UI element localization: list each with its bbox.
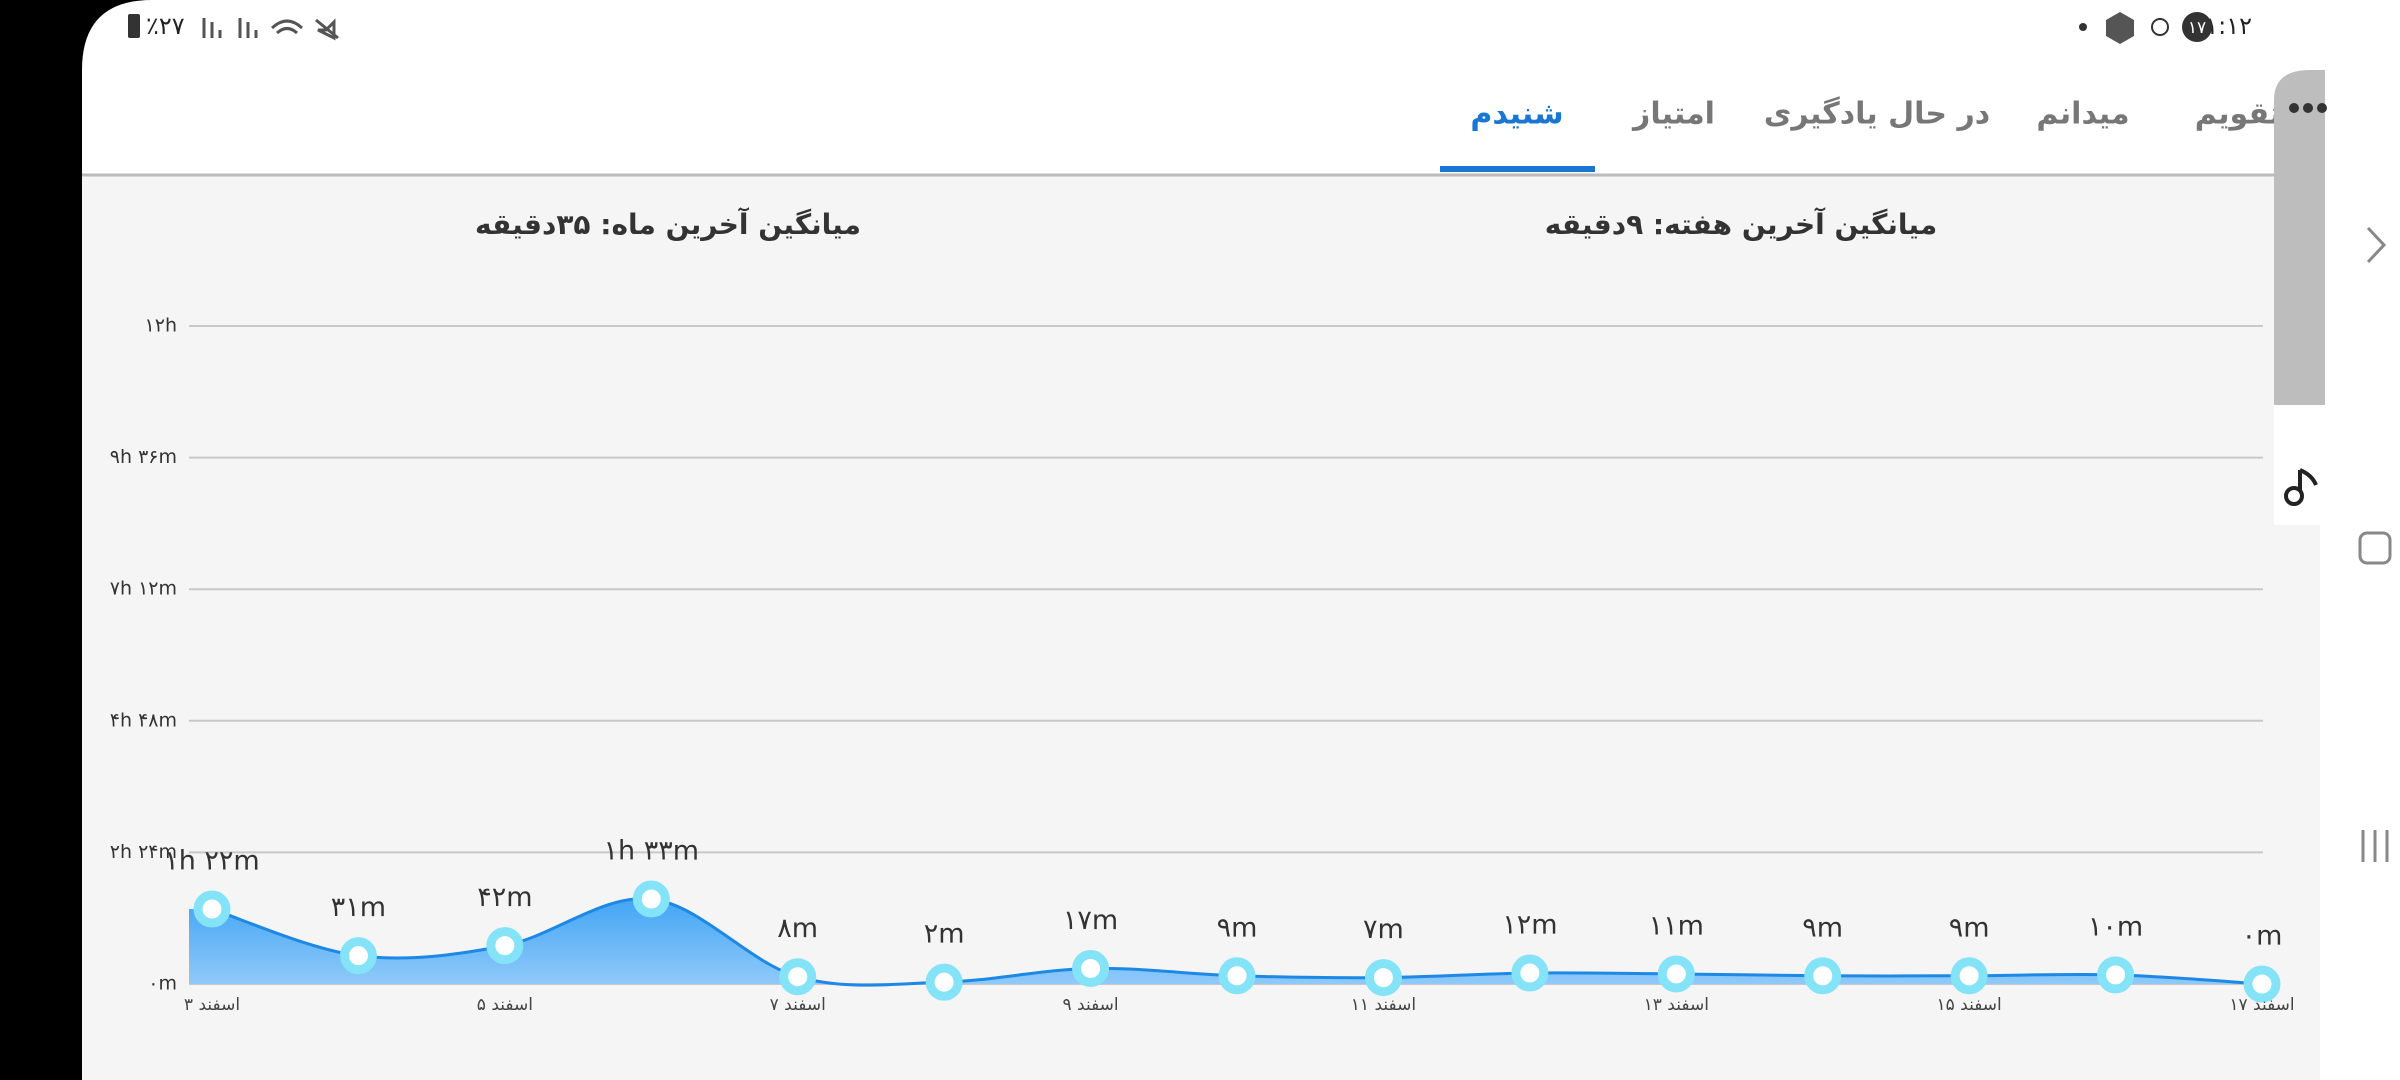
point [1950,957,1988,995]
value-label: ۱۰m [2088,911,2143,942]
nav-home[interactable] [2358,531,2392,565]
tab[interactable]: تقویم [2195,97,2281,132]
value-label: ۷m [1363,914,1404,945]
signal-icons [202,18,339,41]
tab[interactable]: شنیدم [1470,97,1563,132]
chart: ۰m ۲h ۲۴m ۴h ۴۸m ۷h ۱۲m ۹h ۳۶m ۱۲h ۱h ۲۲m ۳ اسف… [110,315,2295,1016]
y-tick-label: ۴h ۴۸m [110,709,177,731]
status-icon [2151,18,2169,36]
status-icon [2106,12,2134,44]
point [779,958,817,996]
point [1511,954,1549,992]
status-badge: ۱۷ [2188,18,2206,38]
point [1364,959,1402,997]
month-average: میانگین آخرین ماه: ۳۵دقیقه [475,207,861,241]
battery-icon [128,14,140,38]
tab[interactable]: امتیاز [1631,97,1715,132]
battery-level: ٪۲۷ [146,12,185,40]
x-tick-label: ۵ اسفند [477,995,533,1015]
point [1218,957,1256,995]
tab[interactable]: در حال یادگیری [1764,96,1990,132]
point [1804,957,1842,995]
point [193,890,231,928]
status-dot [2079,23,2087,31]
x-tick-label: ۱۵ اسفند [1936,995,2001,1015]
music-icon[interactable] [2298,468,2318,490]
x-tick-label: ۹ اسفند [1062,995,1118,1015]
point [1072,949,1110,987]
x-tick-label: ۷ اسفند [770,995,826,1015]
value-label: ۹m [1217,912,1258,943]
point [2097,956,2135,994]
point [2243,965,2281,1003]
more-icon[interactable] [2289,103,2327,113]
value-label: ۸m [777,913,818,944]
value-label: ۲m [924,919,965,950]
y-tick-label: ۹h ۳۶m [110,446,177,468]
content-area [82,175,2320,1080]
y-tick-label: ۰m [148,973,177,995]
value-label: ۱۱m [1649,910,1704,941]
value-label: ۹m [1949,912,1990,943]
x-tick-label: ۱۳ اسفند [1644,995,1709,1015]
side-panel-bottom [2274,405,2325,525]
point [632,880,670,918]
y-tick-label: ۷h ۱۲m [110,578,177,600]
status-badge-bg [2182,12,2212,42]
music-icon[interactable] [2284,486,2304,506]
value-label: ۱h ۲۲m [164,846,260,877]
value-label: ۴۲m [477,882,532,913]
value-label: ۱۲m [1502,910,1557,941]
active-tab-indicator [1440,166,1595,172]
x-tick-label: ۱۷ اسفند [2229,995,2294,1015]
x-tick-label: ۳ اسفند [184,995,240,1015]
point [925,963,963,1001]
value-label: ۳۱m [331,892,386,923]
value-label: ۹m [1802,912,1843,943]
tab[interactable]: میدانم [2036,97,2129,132]
point [1657,955,1695,993]
y-tick-label: ۱۲h [145,315,177,337]
value-label: ۱h ۳۳m [604,836,700,867]
y-tick-label: ۲h ۲۴m [110,841,177,863]
nav-forward[interactable] [2366,226,2387,264]
nav-recents[interactable] [2361,830,2389,862]
point [339,937,377,975]
x-tick-label: ۱۱ اسفند [1351,995,1416,1015]
area [189,898,2262,986]
value-label: ۱۷m [1063,905,1118,936]
value-label: ۰m [2242,921,2283,952]
week-average: میانگین آخرین هفته: ۹دقیقه [1545,207,1937,241]
point [486,927,524,965]
